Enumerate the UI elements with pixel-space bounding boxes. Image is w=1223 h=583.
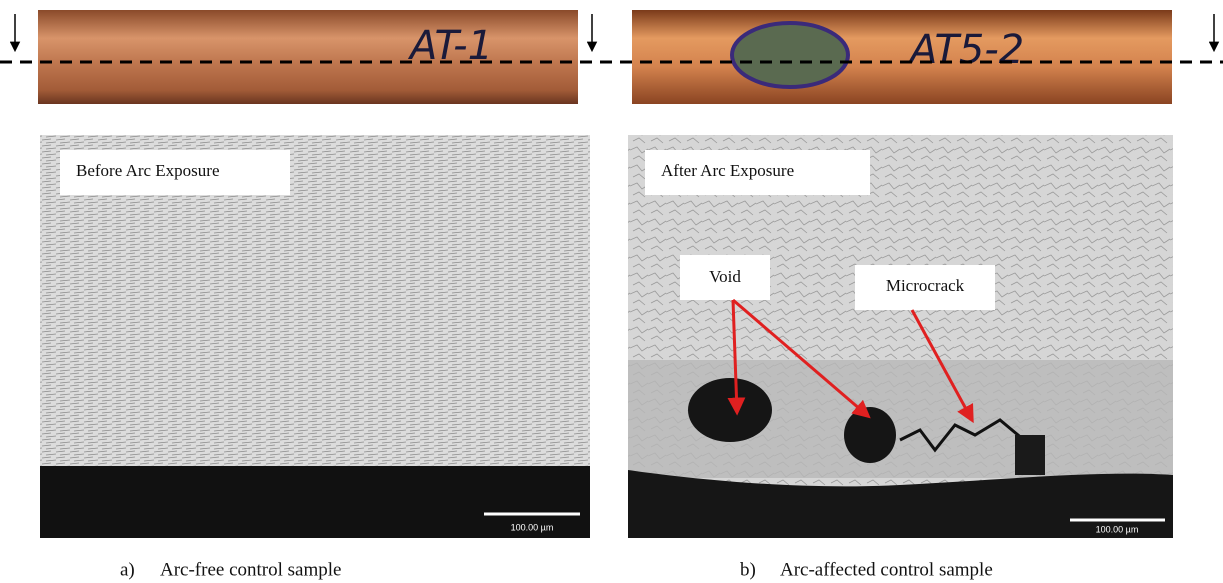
micrograph: Before Arc Exposure 100.00 µm bbox=[40, 135, 590, 538]
annotation: Void bbox=[709, 267, 741, 286]
rod-photo bbox=[38, 10, 578, 104]
caption-letter: b) bbox=[740, 559, 756, 580]
arc-spot bbox=[732, 23, 848, 87]
micrograph: After Arc Exposure Void Microcrack 100.0… bbox=[628, 135, 1173, 538]
image-label: Before Arc Exposure bbox=[76, 161, 220, 180]
sample-tag: AT5-2 bbox=[907, 27, 1024, 73]
scale-bar: 100.00 µm bbox=[1096, 524, 1139, 534]
rod-photo bbox=[632, 10, 1172, 104]
caption-letter: a) bbox=[120, 559, 135, 580]
figure: AT-1 AT5-2 Before Arc Exposure 100.00 µm… bbox=[0, 0, 1223, 583]
annotation: Microcrack bbox=[886, 276, 965, 295]
scale-bar: 100.00 µm bbox=[511, 522, 554, 532]
caption: Arc-free control sample bbox=[160, 559, 341, 580]
image-label: After Arc Exposure bbox=[661, 161, 794, 180]
caption: Arc-affected control sample bbox=[780, 559, 993, 580]
